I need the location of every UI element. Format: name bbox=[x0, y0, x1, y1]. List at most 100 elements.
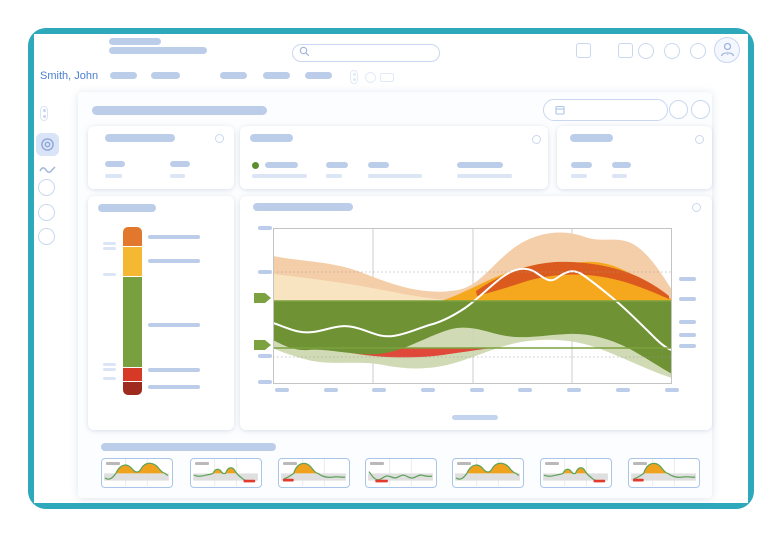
card-title-bar bbox=[570, 134, 613, 142]
tir-segment-label bbox=[148, 259, 200, 263]
header-square-button-2[interactable] bbox=[618, 43, 633, 58]
logo-bar-large bbox=[109, 47, 207, 54]
header-circle-button-3[interactable] bbox=[690, 43, 706, 59]
header-square-button-1[interactable] bbox=[576, 43, 591, 58]
card-action-icon[interactable] bbox=[695, 135, 704, 144]
thumb-label-bar bbox=[283, 462, 297, 465]
tir-threshold-tick bbox=[103, 273, 116, 276]
band-cream-left bbox=[273, 274, 468, 301]
daily-chart-thumbnail-3[interactable] bbox=[278, 458, 350, 488]
stat-label-bar bbox=[326, 174, 342, 178]
band-upper-crest bbox=[476, 261, 669, 299]
sidebar-item-3[interactable] bbox=[38, 179, 55, 196]
patient-meta-pill bbox=[305, 72, 332, 79]
stat-value-bar bbox=[368, 162, 389, 168]
sensor-capsule-icon[interactable] bbox=[350, 70, 358, 84]
tir-segment-low bbox=[123, 367, 142, 381]
card-action-icon[interactable] bbox=[532, 135, 541, 144]
sidebar-item-5[interactable] bbox=[38, 228, 55, 245]
patient-name: Smith, John bbox=[40, 70, 99, 82]
x-axis-tick bbox=[372, 388, 386, 392]
header-circle-button-1[interactable] bbox=[638, 43, 654, 59]
y-axis-tick bbox=[258, 270, 272, 274]
content-panel bbox=[78, 92, 712, 498]
patient-meta-pill bbox=[110, 72, 137, 79]
card-action-icon[interactable] bbox=[692, 203, 701, 212]
time-in-range-card bbox=[88, 196, 234, 430]
stat-value-bar bbox=[105, 161, 125, 167]
stat-label-bar bbox=[612, 174, 627, 178]
nav-next-button[interactable] bbox=[691, 100, 710, 119]
section-title-bar bbox=[101, 443, 276, 451]
right-edge-label bbox=[679, 320, 696, 324]
x-axis-tick bbox=[665, 388, 679, 392]
thumb-label-bar bbox=[195, 462, 209, 465]
stat-label-bar bbox=[368, 174, 422, 178]
chart-scrollbar-handle[interactable] bbox=[452, 415, 498, 420]
stat-label-bar bbox=[571, 174, 587, 178]
time-in-range-stacked-bar bbox=[123, 227, 142, 395]
stat-card-3 bbox=[557, 126, 712, 189]
agp-percentile-chart bbox=[273, 228, 672, 384]
sidebar-item-sensor[interactable] bbox=[40, 106, 48, 121]
card-icon[interactable] bbox=[380, 73, 394, 82]
thumb-label-bar bbox=[370, 462, 384, 465]
y-axis-tick bbox=[258, 380, 272, 384]
card-title-bar bbox=[250, 134, 293, 142]
daily-chart-thumbnail-5[interactable] bbox=[452, 458, 524, 488]
thumb-label-bar bbox=[545, 462, 559, 465]
person-icon bbox=[720, 42, 734, 57]
y-axis-tick bbox=[258, 354, 272, 358]
daily-chart-thumbnail-7[interactable] bbox=[628, 458, 700, 488]
daily-chart-thumbnail-1[interactable] bbox=[101, 458, 173, 488]
header-circle-button-2[interactable] bbox=[664, 43, 680, 59]
tir-segment-in-range bbox=[123, 276, 142, 367]
sidebar-item-overview-active[interactable] bbox=[36, 133, 59, 156]
x-axis-tick bbox=[616, 388, 630, 392]
target-circle-icon[interactable] bbox=[365, 72, 376, 83]
x-axis-tick bbox=[275, 388, 289, 392]
right-edge-label bbox=[679, 277, 696, 281]
stat-label-bar bbox=[105, 174, 122, 178]
y-axis-tick bbox=[258, 226, 272, 230]
stat-value-bar bbox=[571, 162, 592, 168]
plot-border bbox=[273, 228, 672, 384]
x-axis-tick bbox=[421, 388, 435, 392]
sidebar-item-4[interactable] bbox=[38, 204, 55, 221]
tir-segment-label bbox=[148, 323, 200, 327]
search-box[interactable] bbox=[292, 42, 440, 62]
right-edge-label bbox=[679, 333, 696, 337]
app-window-frame: Smith, John bbox=[28, 28, 754, 509]
search-input[interactable] bbox=[292, 43, 440, 62]
card-title-bar bbox=[253, 203, 353, 211]
right-edge-label bbox=[679, 344, 696, 348]
right-edge-label bbox=[679, 297, 696, 301]
daily-chart-thumbnail-2[interactable] bbox=[190, 458, 262, 488]
x-axis-tick bbox=[567, 388, 581, 392]
stat-card-1 bbox=[88, 126, 234, 189]
nav-prev-button[interactable] bbox=[669, 100, 688, 119]
profile-avatar[interactable] bbox=[714, 37, 740, 63]
date-range-picker[interactable] bbox=[543, 99, 668, 121]
tir-segment-label bbox=[148, 368, 200, 372]
thumb-label-bar bbox=[106, 462, 120, 465]
stat-card-2 bbox=[240, 126, 548, 189]
tir-threshold-tick bbox=[103, 363, 116, 366]
status-dot bbox=[252, 162, 259, 169]
tir-segment-label bbox=[148, 235, 200, 239]
thumb-label-bar bbox=[633, 462, 647, 465]
card-action-icon[interactable] bbox=[215, 134, 224, 143]
search-icon bbox=[299, 46, 310, 57]
daily-chart-thumbnail-4[interactable] bbox=[365, 458, 437, 488]
thumb-label-bar bbox=[457, 462, 471, 465]
page-title-bar bbox=[92, 106, 267, 115]
trend-wave-icon bbox=[39, 166, 56, 173]
patient-meta-pill bbox=[151, 72, 180, 79]
tir-segment-very-high bbox=[123, 227, 142, 246]
card-title-bar bbox=[105, 134, 175, 142]
sidebar-item-trends[interactable] bbox=[39, 165, 56, 175]
tir-threshold-tick bbox=[103, 242, 116, 245]
patient-meta-pill bbox=[220, 72, 247, 79]
daily-chart-thumbnail-6[interactable] bbox=[540, 458, 612, 488]
patient-meta-pill bbox=[263, 72, 290, 79]
